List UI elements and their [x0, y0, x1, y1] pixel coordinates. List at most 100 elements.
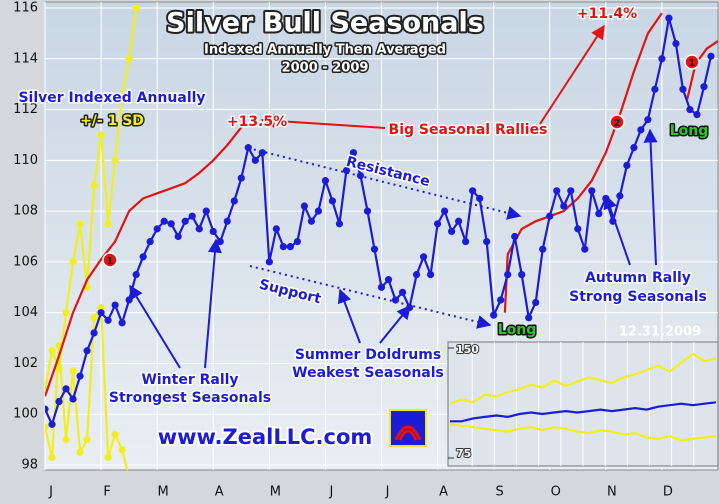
- data-point: [469, 187, 477, 195]
- data-point: [532, 298, 540, 307]
- data-point: [497, 296, 505, 304]
- data-point: [665, 14, 673, 22]
- data-point: [433, 220, 442, 228]
- autumn-arrow: [643, 128, 658, 266]
- annotation: +11.4%: [577, 6, 637, 22]
- data-point: [76, 448, 84, 456]
- data-point: [293, 237, 301, 246]
- y-tick-label: 102: [13, 356, 38, 371]
- data-point: [630, 144, 638, 152]
- x-tick-label: J: [385, 485, 390, 500]
- annotation: +/- 1 SD: [80, 113, 144, 129]
- x-tick-label: J: [48, 485, 53, 500]
- data-point: [258, 149, 266, 157]
- callout-number: 2: [614, 118, 621, 129]
- data-point: [76, 372, 84, 380]
- inset-series: [449, 352, 717, 442]
- data-point: [62, 309, 70, 317]
- inset-tick-label: 75: [456, 447, 471, 460]
- data-point: [321, 177, 330, 185]
- data-point: [419, 253, 428, 261]
- data-point: [616, 192, 624, 200]
- data-point: [574, 225, 582, 233]
- data-point: [637, 126, 645, 134]
- series-line: [449, 423, 717, 442]
- annotation: Long: [498, 322, 537, 338]
- data-point: [125, 55, 133, 63]
- callout-marker: [609, 114, 625, 130]
- data-point: [62, 385, 70, 393]
- summer-arrow: [379, 304, 411, 344]
- data-point: [118, 93, 126, 101]
- data-point: [440, 207, 449, 215]
- data-point: [539, 245, 547, 253]
- data-point: [490, 311, 498, 319]
- data-point: [251, 156, 259, 164]
- annotation: Autumn Rally: [585, 270, 691, 286]
- data-point: [83, 436, 91, 444]
- data-point: [62, 436, 70, 444]
- callout-marker: [684, 54, 700, 70]
- data-point: [48, 347, 56, 355]
- data-point: [118, 319, 126, 327]
- data-point: [97, 131, 105, 139]
- data-point: [230, 197, 238, 205]
- annotation: Silver Indexed Annually: [18, 90, 205, 106]
- data-point: [370, 245, 379, 253]
- data-point: [581, 245, 589, 253]
- chart-subtitle: Indexed Annually Then Averaged: [204, 43, 446, 58]
- y-tick-label: 106: [13, 254, 38, 269]
- data-point: [265, 258, 273, 266]
- x-tick-label: M: [270, 485, 281, 500]
- data-point: [398, 288, 407, 296]
- data-point: [111, 430, 119, 439]
- x-tick-label: A: [215, 485, 224, 500]
- data-point: [45, 423, 49, 431]
- data-point: [45, 405, 49, 413]
- data-point: [48, 453, 56, 461]
- data-point: [97, 309, 105, 317]
- data-point: [504, 270, 512, 279]
- data-point: [90, 329, 98, 337]
- data-point: [202, 207, 210, 215]
- data-point: [644, 116, 652, 124]
- y-tick-label: 116: [13, 1, 38, 16]
- data-point: [412, 270, 421, 279]
- data-point: [188, 212, 196, 220]
- data-point: [560, 202, 568, 210]
- data-point: [314, 207, 323, 215]
- data-point: [111, 301, 119, 309]
- data-point: [237, 174, 245, 182]
- rally-arrow: [260, 113, 386, 129]
- data-point: [55, 397, 63, 406]
- data-point: [525, 314, 533, 322]
- winter-arrow: [129, 284, 181, 369]
- data-point: [455, 217, 463, 225]
- annotation: Weakest Seasonals: [292, 365, 444, 381]
- y-tick-label: 98: [21, 458, 38, 473]
- data-point: [426, 270, 435, 279]
- series-line: [686, 40, 718, 100]
- data-point: [104, 453, 112, 461]
- data-point: [216, 237, 224, 246]
- data-point: [700, 83, 708, 91]
- data-point: [300, 202, 308, 210]
- data-point: [118, 446, 126, 454]
- data-point: [707, 52, 715, 60]
- data-point: [693, 111, 701, 119]
- y-tick-label: 110: [13, 153, 38, 168]
- callout-marker: [102, 252, 118, 268]
- annotation: Big Seasonal Rallies: [389, 122, 548, 138]
- data-point: [223, 217, 231, 225]
- data-point: [307, 217, 315, 225]
- data-point: [686, 105, 694, 114]
- data-point: [595, 210, 603, 218]
- decorations: [129, 24, 658, 447]
- callout-number: 1: [107, 256, 114, 267]
- data-point: [97, 303, 105, 312]
- data-point: [90, 182, 98, 190]
- x-tick-label: S: [496, 485, 504, 500]
- data-point: [623, 161, 631, 170]
- data-point: [546, 212, 554, 220]
- data-point: [195, 225, 203, 233]
